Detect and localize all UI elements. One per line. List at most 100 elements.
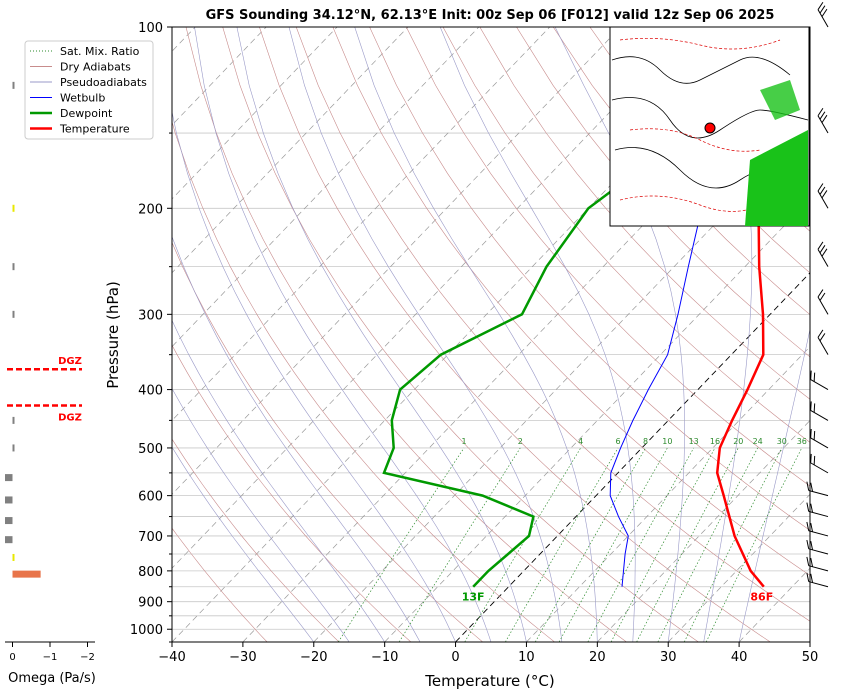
x-axis-label: Temperature (°C) — [424, 672, 554, 690]
omega-bar — [5, 496, 13, 504]
legend-label: Dewpoint — [60, 107, 113, 120]
dry-adiabat — [442, 27, 810, 443]
y-tick-label: 1000 — [130, 623, 163, 638]
y-tick-label: 500 — [138, 442, 163, 457]
dry-adiabat — [552, 27, 810, 316]
mixing-ratio-line — [558, 447, 668, 642]
wind-barb — [806, 539, 829, 555]
x-tick-label: −40 — [158, 650, 185, 665]
wind-barb — [817, 183, 829, 209]
omega-tick-label: 0 — [9, 652, 15, 663]
x-tick-label: 40 — [731, 650, 748, 665]
legend-label: Dry Adiabats — [60, 61, 131, 74]
isotherm-line — [172, 27, 480, 348]
pseudoadiabat — [172, 319, 385, 642]
wind-barb — [810, 370, 829, 391]
mixing-ratio-line — [338, 447, 465, 642]
y-axis-label: Pressure (hPa) — [104, 281, 122, 389]
mixing-ratio-label: 16 — [710, 437, 720, 446]
omega-bar — [12, 570, 41, 578]
mixing-ratio-label: 24 — [753, 437, 763, 446]
dry-adiabat — [172, 120, 555, 642]
pseudoadiabat — [354, 27, 598, 642]
pseudoadiabat — [288, 27, 563, 642]
plot-frame — [171, 26, 811, 643]
omega-bar — [5, 536, 13, 544]
surface-temp-label: 86F — [750, 591, 773, 604]
omega-bar — [12, 310, 15, 318]
dry-adiabat — [479, 27, 810, 400]
dry-adiabat — [295, 27, 810, 622]
dry-adiabat — [172, 527, 268, 642]
isotherm-line — [172, 27, 409, 274]
dgz-label: DGZ — [58, 356, 82, 367]
location-marker — [704, 122, 716, 134]
x-tick-label: 0 — [451, 650, 459, 665]
x-tick-label: 20 — [589, 650, 606, 665]
y-tick-label: 300 — [138, 308, 163, 323]
pseudoadiabat — [439, 27, 636, 642]
pseudoadiabat — [172, 235, 421, 642]
wind-barb — [806, 572, 829, 588]
mixing-ratio-label: 2 — [518, 437, 523, 446]
mixing-ratio-label: 8 — [643, 437, 648, 446]
wind-barb — [810, 401, 829, 421]
y-tick-label: 800 — [138, 565, 163, 580]
wind-barbs — [806, 1, 829, 588]
wind-barb — [806, 502, 829, 518]
wind-barb — [806, 481, 829, 497]
x-tick-label: −20 — [300, 650, 327, 665]
mixing-ratio-line — [705, 447, 803, 642]
mixing-ratio-line — [505, 447, 619, 642]
isotherm-line — [172, 27, 550, 421]
dry-adiabat — [516, 27, 810, 358]
mixing-ratio-line — [398, 447, 521, 642]
omega-bar — [5, 517, 13, 525]
wind-barb — [817, 289, 829, 315]
mixing-ratio-line — [464, 447, 581, 642]
pseudoadiabat — [172, 110, 456, 642]
wind-barb — [817, 1, 829, 28]
omega-bar — [12, 444, 15, 452]
dry-adiabat — [847, 27, 851, 642]
legend: Sat. Mix. Ratio Dry Adiabats Pseudoadiabat… — [24, 40, 154, 140]
mixing-ratio-label: 36 — [797, 437, 807, 446]
dry-adiabat — [332, 27, 810, 576]
axes-group: −40 −30 −20 −10 0 10 20 30 40 50 100 200 300 400 500 60… — [130, 21, 818, 665]
x-tick-label: −30 — [229, 650, 256, 665]
pseudoadiabat — [236, 27, 527, 642]
pseudoadiabat — [172, 387, 350, 642]
legend-label: Sat. Mix. Ratio — [60, 45, 140, 58]
dry-adiabat — [259, 27, 771, 642]
mixing-ratio-label: 4 — [578, 437, 583, 446]
omega-axis-label: Omega (Pa/s) — [8, 671, 96, 686]
isotherm-line — [172, 27, 621, 495]
mixing-ratio-line — [534, 447, 646, 642]
isotherm-line — [172, 27, 692, 569]
pseudoadiabat — [194, 27, 492, 642]
x-tick-label: −10 — [371, 650, 398, 665]
wind-barb — [817, 107, 829, 134]
omega-bar — [5, 474, 13, 482]
isotherm-line — [597, 419, 810, 642]
y-tick-label: 900 — [138, 596, 163, 611]
x-tick-label: 50 — [802, 650, 819, 665]
dry-adiabat — [185, 27, 627, 642]
wind-barb — [810, 453, 829, 474]
pseudoadiabat — [703, 27, 753, 642]
pseudoadiabat — [738, 327, 810, 642]
mixing-ratio-label: 30 — [777, 437, 787, 446]
dgz-label: DGZ — [58, 412, 82, 423]
mixing-ratio-line — [683, 447, 783, 642]
background-lines — [172, 27, 851, 642]
isotherm-line — [667, 493, 810, 642]
legend-label: Pseudoadiabats — [60, 76, 147, 89]
y-tick-label: 400 — [138, 384, 163, 399]
y-tick-label: 200 — [138, 202, 163, 217]
dry-adiabat — [172, 344, 412, 642]
dry-adiabat — [172, 241, 483, 642]
isotherm-line — [526, 346, 810, 642]
omega-panel: DGZ DGZ 0 −1 −2 — [5, 81, 95, 663]
